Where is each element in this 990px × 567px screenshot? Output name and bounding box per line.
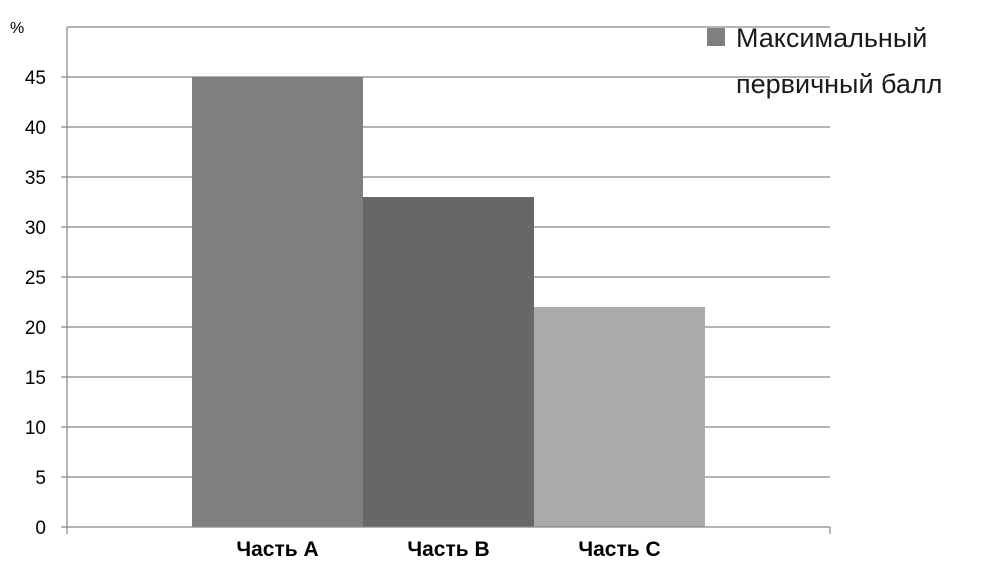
y-tick-label: 40 bbox=[25, 118, 46, 139]
y-tick-label: 30 bbox=[25, 218, 46, 239]
y-tick-label: 5 bbox=[35, 468, 46, 489]
x-tick-labels: Часть А Часть В Часть С bbox=[236, 538, 660, 561]
y-axis-unit: % bbox=[10, 20, 24, 37]
bar bbox=[363, 197, 534, 527]
y-tick-label: 25 bbox=[25, 268, 46, 289]
bar bbox=[192, 77, 363, 527]
legend: Максимальный первичный балл bbox=[707, 23, 942, 99]
y-tick-label: 35 bbox=[25, 168, 46, 189]
legend-label-line-1: Максимальный bbox=[736, 23, 927, 53]
y-tick-label: 15 bbox=[25, 368, 46, 389]
y-tick-label: 0 bbox=[35, 518, 46, 539]
bar bbox=[534, 307, 705, 527]
y-tick-labels: 0 5 10 15 20 25 30 35 40 45 bbox=[25, 68, 67, 539]
bars bbox=[192, 77, 705, 527]
x-tick-label: Часть С bbox=[578, 538, 660, 561]
x-tick-label: Часть В bbox=[407, 538, 489, 561]
legend-marker bbox=[707, 28, 725, 46]
y-tick-label: 45 bbox=[25, 68, 46, 89]
y-tick-label: 10 bbox=[25, 418, 46, 439]
x-tick-label: Часть А bbox=[236, 538, 318, 561]
legend-label-line-2: первичный балл bbox=[736, 69, 942, 99]
y-tick-label: 20 bbox=[25, 318, 46, 339]
